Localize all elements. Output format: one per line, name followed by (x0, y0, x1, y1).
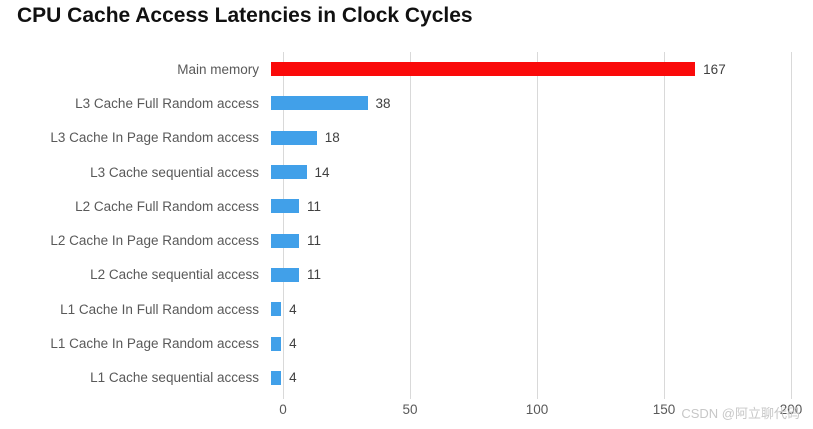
plot-area: Main memory 167 L3 Cache Full Random acces… (0, 52, 813, 395)
value-label: 11 (306, 233, 321, 249)
chart-row: L3 Cache In Page Random access 18 (0, 121, 813, 155)
bar (271, 336, 282, 351)
bar (271, 165, 307, 180)
axis-tick-mark (664, 395, 665, 399)
chart-row: L2 Cache In Page Random access 11 (0, 223, 813, 257)
value-label: 4 (289, 336, 297, 352)
axis-tick-label: 50 (402, 402, 418, 417)
category-label: Main memory (177, 61, 259, 77)
bar (271, 130, 317, 145)
value-label: 11 (306, 198, 321, 214)
bar-area: 38 (271, 86, 779, 120)
chart-row: L1 Cache In Page Random access 4 (0, 326, 813, 360)
gridline (664, 52, 665, 395)
category-label: L3 Cache sequential access (90, 164, 259, 180)
axis-tick-label: 100 (525, 402, 549, 417)
axis-tick-mark (283, 395, 284, 399)
x-axis: 0 50 100 150 200 (279, 395, 802, 425)
value-label: 4 (289, 301, 297, 317)
gridline (791, 52, 792, 395)
axis-tick-label: 150 (652, 402, 676, 417)
category-label: L3 Cache Full Random access (75, 95, 259, 111)
bar (271, 302, 282, 317)
grid-layer (283, 52, 792, 395)
bar-area: 4 (271, 361, 779, 395)
axis-tick-label: 0 (279, 402, 287, 417)
category-label: L2 Cache In Page Random access (50, 233, 259, 249)
bar-area: 167 (271, 52, 779, 86)
bar-area: 4 (271, 292, 779, 326)
category-label: L2 Cache Full Random access (75, 198, 259, 214)
category-label: L1 Cache In Full Random access (60, 301, 259, 317)
gridline (537, 52, 538, 395)
chart-row: L1 Cache sequential access 4 (0, 361, 813, 395)
value-label: 38 (375, 95, 391, 111)
chart-title: CPU Cache Access Latencies in Clock Cycl… (17, 4, 473, 27)
bar-area: 18 (271, 121, 779, 155)
value-label: 4 (289, 370, 297, 386)
category-label: L1 Cache In Page Random access (50, 336, 259, 352)
gridline (410, 52, 411, 395)
bar (271, 96, 368, 111)
axis-tick-mark (537, 395, 538, 399)
chart-row: L1 Cache In Full Random access 4 (0, 292, 813, 326)
bar-area: 11 (271, 189, 779, 223)
value-label: 18 (324, 130, 340, 146)
bar (271, 370, 282, 385)
bar-area: 4 (271, 326, 779, 360)
bar-area: 11 (271, 223, 779, 257)
bar-area: 14 (271, 155, 779, 189)
value-label: 14 (314, 164, 330, 180)
chart-row: L2 Cache Full Random access 11 (0, 189, 813, 223)
chart-row: L3 Cache sequential access 14 (0, 155, 813, 189)
chart-rows: Main memory 167 L3 Cache Full Random acces… (0, 52, 813, 395)
bar-area: 11 (271, 258, 779, 292)
gridline (283, 52, 284, 395)
bar (271, 267, 299, 282)
chart-row: Main memory 167 (0, 52, 813, 86)
category-label: L1 Cache sequential access (90, 370, 259, 386)
category-label: L2 Cache sequential access (90, 267, 259, 283)
value-label: 167 (703, 61, 726, 77)
chart-row: L3 Cache Full Random access 38 (0, 86, 813, 120)
bar (271, 62, 696, 77)
axis-tick-mark (791, 395, 792, 399)
axis-tick-mark (410, 395, 411, 399)
category-label: L3 Cache In Page Random access (50, 130, 259, 146)
chart-row: L2 Cache sequential access 11 (0, 258, 813, 292)
value-label: 11 (306, 267, 321, 283)
bar (271, 233, 299, 248)
axis-tick-label: 200 (779, 402, 803, 417)
bar (271, 199, 299, 214)
